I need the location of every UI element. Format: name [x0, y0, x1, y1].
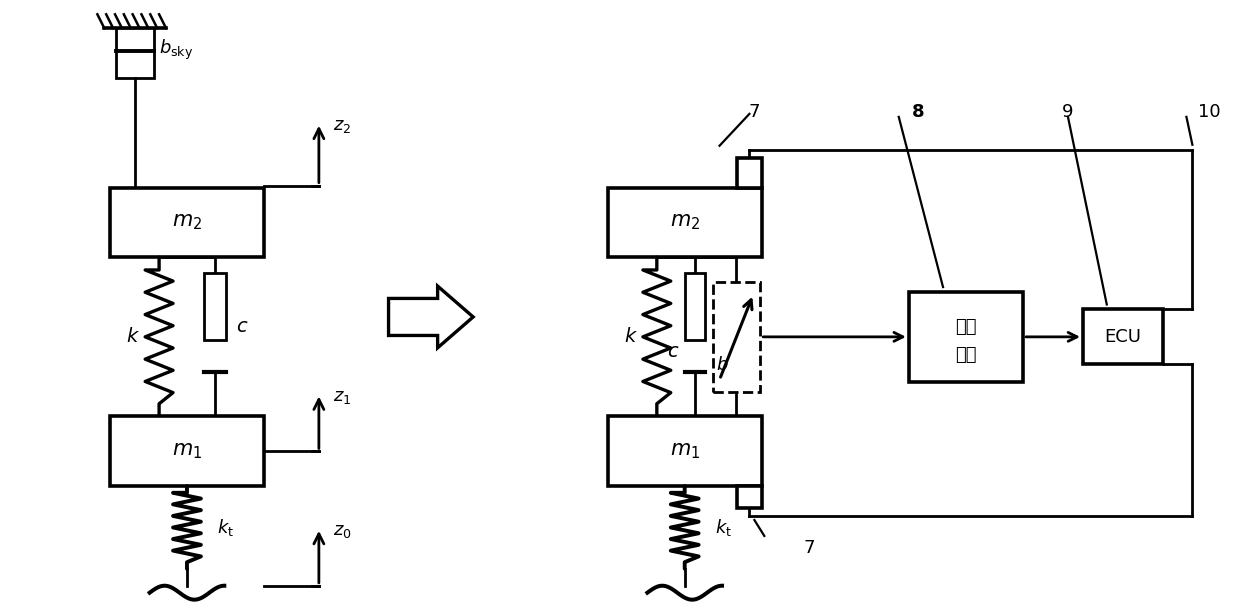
Text: $m_2$: $m_2$ — [172, 212, 202, 232]
Text: 8: 8 — [913, 103, 925, 121]
Text: $m_1$: $m_1$ — [670, 441, 699, 461]
Text: $k$: $k$ — [126, 327, 140, 346]
Text: 10: 10 — [1198, 103, 1221, 121]
Text: $m_1$: $m_1$ — [172, 441, 202, 461]
Bar — [117, 28, 154, 78]
Bar — [608, 187, 761, 257]
Text: $m_2$: $m_2$ — [670, 212, 699, 232]
Text: $k_\mathrm{t}$: $k_\mathrm{t}$ — [217, 517, 234, 538]
Text: $z_1$: $z_1$ — [332, 387, 351, 406]
Bar — [909, 292, 1023, 382]
Bar — [684, 274, 704, 340]
Text: 机构: 机构 — [955, 346, 977, 364]
Bar — [608, 417, 761, 486]
Bar — [203, 274, 226, 340]
Text: 7: 7 — [749, 103, 760, 121]
Text: 9: 9 — [1063, 103, 1074, 121]
Text: 7: 7 — [804, 539, 815, 557]
Text: 驱动: 驱动 — [955, 318, 977, 336]
Text: $b_\mathrm{sky}$: $b_\mathrm{sky}$ — [159, 38, 193, 62]
Bar — [1083, 310, 1163, 364]
Polygon shape — [388, 286, 474, 348]
Bar — [110, 187, 264, 257]
Text: $c$: $c$ — [667, 343, 680, 361]
Text: $z_2$: $z_2$ — [332, 117, 351, 135]
Bar — [737, 158, 761, 187]
Text: $c$: $c$ — [237, 318, 249, 336]
Text: $k_\mathrm{t}$: $k_\mathrm{t}$ — [714, 517, 732, 538]
Text: ECU: ECU — [1104, 328, 1141, 346]
Bar — [713, 282, 760, 392]
Text: $b$: $b$ — [715, 356, 729, 374]
Bar — [110, 417, 264, 486]
Bar — [737, 486, 761, 508]
Text: $k$: $k$ — [624, 327, 637, 346]
Text: $z_0$: $z_0$ — [332, 522, 351, 540]
